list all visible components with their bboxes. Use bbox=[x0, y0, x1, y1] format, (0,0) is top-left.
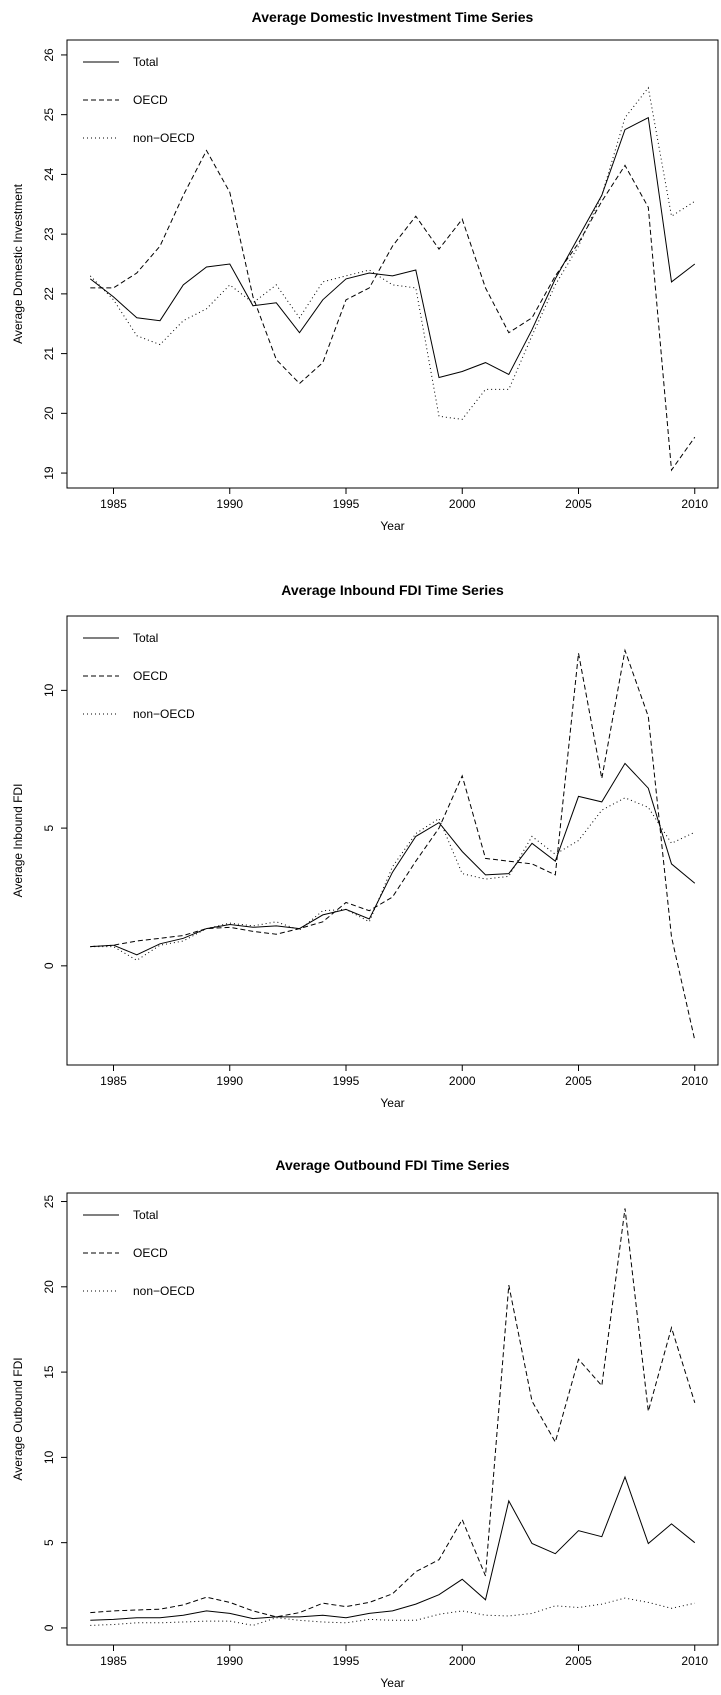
y-tick-label: 22 bbox=[42, 287, 56, 301]
x-tick-label: 1990 bbox=[216, 1074, 243, 1088]
chart-title: Average Outbound FDI Time Series bbox=[275, 1157, 509, 1173]
x-tick-label: 2005 bbox=[565, 1654, 592, 1668]
series-line-oecd bbox=[90, 149, 696, 472]
y-tick-label: 26 bbox=[42, 48, 56, 62]
y-tick-label: 25 bbox=[42, 1195, 56, 1209]
series-line-total bbox=[90, 762, 696, 956]
legend-label-oecd: OECD bbox=[133, 93, 168, 107]
plot-frame bbox=[66, 1192, 719, 1646]
chart-title: Average Inbound FDI Time Series bbox=[281, 582, 504, 598]
x-tick-label: 2010 bbox=[681, 1074, 708, 1088]
inbound-fdi-chart: Average Inbound FDI Time Series 1985 1990 1… bbox=[11, 582, 719, 1110]
y-tick-label: 10 bbox=[42, 683, 56, 697]
x-tick-label: 1985 bbox=[100, 1074, 127, 1088]
plot-frame bbox=[66, 39, 719, 489]
x-tick-label: 1985 bbox=[100, 497, 127, 511]
legend-label-oecd: OECD bbox=[133, 669, 168, 683]
x-tick-label: 2000 bbox=[449, 1654, 476, 1668]
x-axis-label: Year bbox=[380, 1676, 404, 1690]
series-line-total bbox=[89, 116, 696, 379]
y-axis-label: Average Outbound FDI bbox=[11, 1357, 25, 1480]
legend-label-total: Total bbox=[133, 1208, 158, 1222]
x-tick-label: 1990 bbox=[216, 497, 243, 511]
y-tick-label: 0 bbox=[42, 1624, 56, 1631]
y-axis-label: Average Domestic Investment bbox=[11, 183, 25, 344]
series-line-non-oecd bbox=[90, 1597, 695, 1626]
chart-title: Average Domestic Investment Time Series bbox=[252, 9, 534, 25]
x-tick-label: 2000 bbox=[449, 497, 476, 511]
x-tick-label: 2000 bbox=[449, 1074, 476, 1088]
series-line-oecd bbox=[90, 648, 696, 1041]
x-tick-label: 1995 bbox=[333, 1074, 360, 1088]
x-tick-label: 1995 bbox=[333, 497, 360, 511]
y-tick-label: 5 bbox=[42, 1539, 56, 1546]
legend-label-non-oecd: non−OECD bbox=[133, 131, 195, 145]
domestic-investment-chart: Average Domestic Investment Time Series 1… bbox=[11, 9, 719, 533]
outbound-fdi-chart: Average Outbound FDI Time Series 1985 1990… bbox=[11, 1157, 719, 1690]
x-tick-label: 2010 bbox=[681, 1654, 708, 1668]
series-line-oecd bbox=[90, 1208, 696, 1618]
legend-label-oecd: OECD bbox=[133, 1246, 168, 1260]
x-tick-label: 1985 bbox=[100, 1654, 127, 1668]
x-axis-label: Year bbox=[380, 519, 404, 533]
y-tick-label: 20 bbox=[42, 1280, 56, 1294]
y-tick-label: 15 bbox=[42, 1365, 56, 1379]
x-tick-label: 2005 bbox=[565, 497, 592, 511]
y-axis-label: Average Inbound FDI bbox=[11, 784, 25, 898]
x-axis-label: Year bbox=[380, 1096, 404, 1110]
x-tick-label: 1990 bbox=[216, 1654, 243, 1668]
y-tick-label: 25 bbox=[42, 108, 56, 122]
y-tick-label: 21 bbox=[42, 347, 56, 361]
y-tick-label: 0 bbox=[42, 962, 56, 969]
y-tick-label: 19 bbox=[42, 466, 56, 480]
series-line-total bbox=[90, 1475, 696, 1621]
legend-label-total: Total bbox=[133, 55, 158, 69]
y-tick-label: 20 bbox=[42, 406, 56, 420]
x-tick-label: 2005 bbox=[565, 1074, 592, 1088]
y-tick-label: 5 bbox=[42, 824, 56, 831]
x-tick-label: 1995 bbox=[333, 1654, 360, 1668]
legend-label-total: Total bbox=[133, 631, 158, 645]
x-tick-label: 2010 bbox=[681, 497, 708, 511]
legend-label-non-oecd: non−OECD bbox=[133, 707, 195, 721]
y-tick-label: 24 bbox=[42, 167, 56, 181]
legend-label-non-oecd: non−OECD bbox=[133, 1284, 195, 1298]
y-tick-label: 23 bbox=[42, 227, 56, 241]
plot-frame bbox=[66, 615, 719, 1066]
y-tick-label: 10 bbox=[42, 1450, 56, 1464]
